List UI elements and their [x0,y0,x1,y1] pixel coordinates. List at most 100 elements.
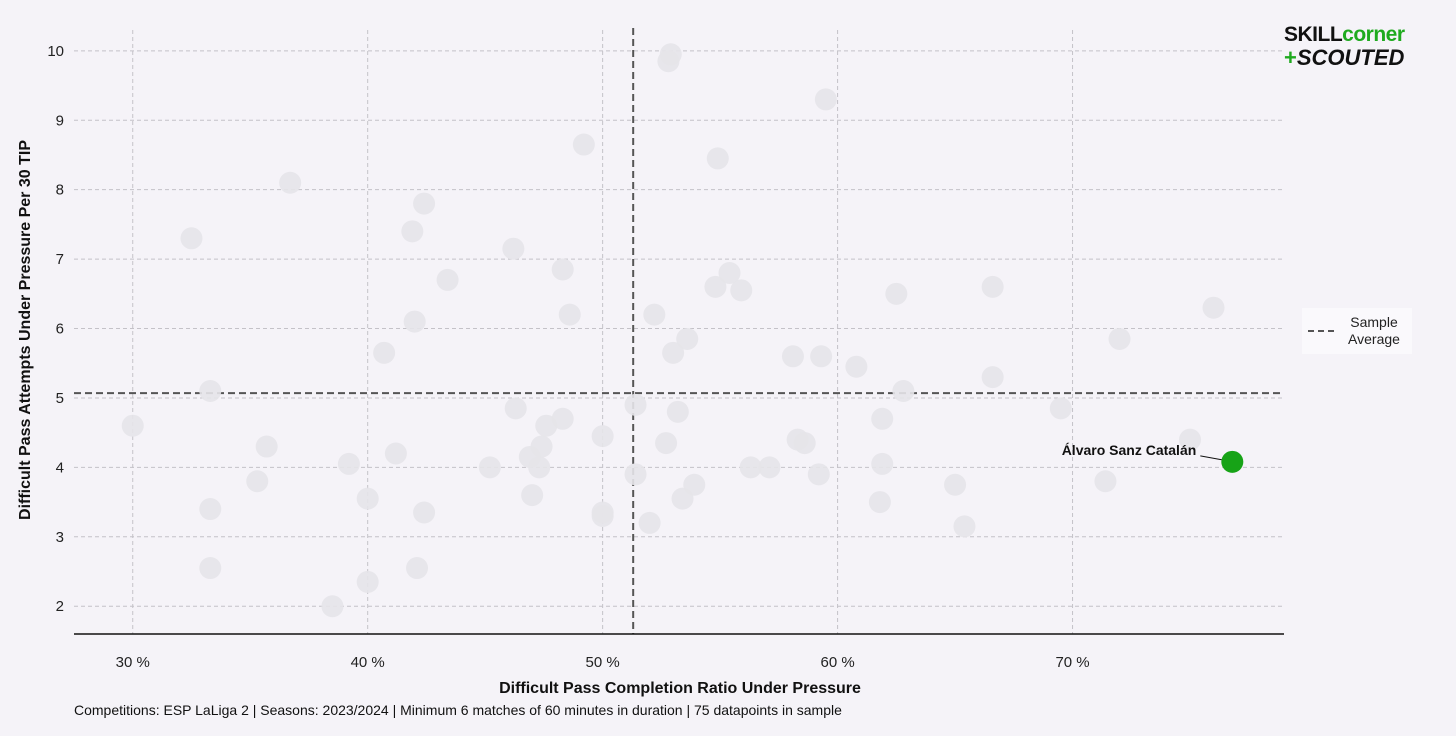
data-point [793,432,816,455]
data-point [944,473,967,496]
data-point [551,407,574,430]
data-point [638,511,661,534]
data-point [384,442,407,465]
data-point [659,43,682,66]
data-point [535,414,558,437]
data-point [551,258,574,281]
data-point [478,456,501,479]
data-point [868,491,891,514]
x-axis-label: Difficult Pass Completion Ratio Under Pr… [499,680,861,697]
logo-scouted-text: SCOUTED [1296,45,1405,70]
data-point [401,220,424,243]
data-point [739,456,762,479]
data-point [758,456,781,479]
data-point [413,501,436,524]
data-point [1179,428,1202,451]
data-point [655,432,678,455]
data-point [624,393,647,416]
data-point [845,355,868,378]
data-point [356,570,379,593]
logo-corner-text: corner [1342,23,1405,46]
data-point [436,268,459,291]
legend-dashed-line-icon [1308,330,1334,332]
data-point [246,470,269,493]
legend-label: Sample Average [1348,314,1400,347]
data-point [683,473,706,496]
data-point [810,345,833,368]
x-tick-label: 50 % [586,654,620,671]
y-tick-label: 6 [56,321,64,338]
logo-skillcorner: SKILLcorner [1284,24,1405,46]
y-tick-label: 4 [56,459,64,476]
data-point [406,557,429,580]
data-point [199,557,222,580]
brand-logo: SKILLcorner +SCOUTED [1284,24,1432,72]
data-point [591,425,614,448]
data-point [413,192,436,215]
data-point [807,463,830,486]
data-point [403,310,426,333]
x-tick-label: 40 % [351,654,385,671]
data-point [730,279,753,302]
logo-plus-icon: + [1284,45,1297,70]
data-point [666,400,689,423]
y-tick-label: 3 [56,529,64,546]
data-point [885,282,908,305]
data-point [373,341,396,364]
data-point [572,133,595,156]
data-point [528,456,551,479]
data-point [643,303,666,326]
data-point [521,484,544,507]
data-point [624,463,647,486]
y-tick-label: 5 [56,390,64,407]
data-point [1202,296,1225,319]
data-point [981,275,1004,298]
y-tick-label: 10 [47,43,64,60]
data-point [502,237,525,260]
data-point [279,171,302,194]
data-point [718,261,741,284]
data-point [1094,470,1117,493]
data-point [530,435,553,458]
data-point [814,88,837,111]
legend: Sample Average [1302,308,1412,354]
logo-scouted: +SCOUTED [1284,46,1404,70]
x-tick-label: 60 % [820,654,854,671]
data-point [321,595,344,618]
data-point [953,515,976,538]
x-tick-label: 70 % [1055,654,1089,671]
data-point [199,380,222,403]
y-tick-label: 2 [56,598,64,615]
data-point [704,275,727,298]
data-point [591,504,614,527]
y-tick-label: 7 [56,251,64,268]
highlighted-player: Álvaro Sanz Catalán [1062,442,1244,473]
data-point [255,435,278,458]
data-point [892,380,915,403]
highlight-connector [1200,455,1223,461]
data-point [356,487,379,510]
data-point [676,327,699,350]
axes: 2 3 4 5 6 7 8 9 10 30 % 40 % 50 % 60 % 70 % [47,43,1284,671]
data-point [558,303,581,326]
data-point [706,147,729,170]
data-point [1108,327,1131,350]
data-point [199,498,222,521]
average-lines [74,28,1284,634]
data-point [337,452,360,475]
logo-skill-text: SKILL [1284,23,1343,46]
data-point [121,414,144,437]
data-point [981,366,1004,389]
data-point [662,341,685,364]
data-point [1049,397,1072,420]
data-point [504,397,527,420]
highlight-point [1221,450,1244,473]
data-point [871,452,894,475]
x-tick-label: 30 % [116,654,150,671]
y-tick-label: 9 [56,112,64,129]
data-points [121,43,1225,618]
y-axis-label: Difficult Pass Attempts Under Pressure P… [17,140,34,520]
data-point [180,227,203,250]
highlight-label: Álvaro Sanz Catalán [1062,442,1197,458]
